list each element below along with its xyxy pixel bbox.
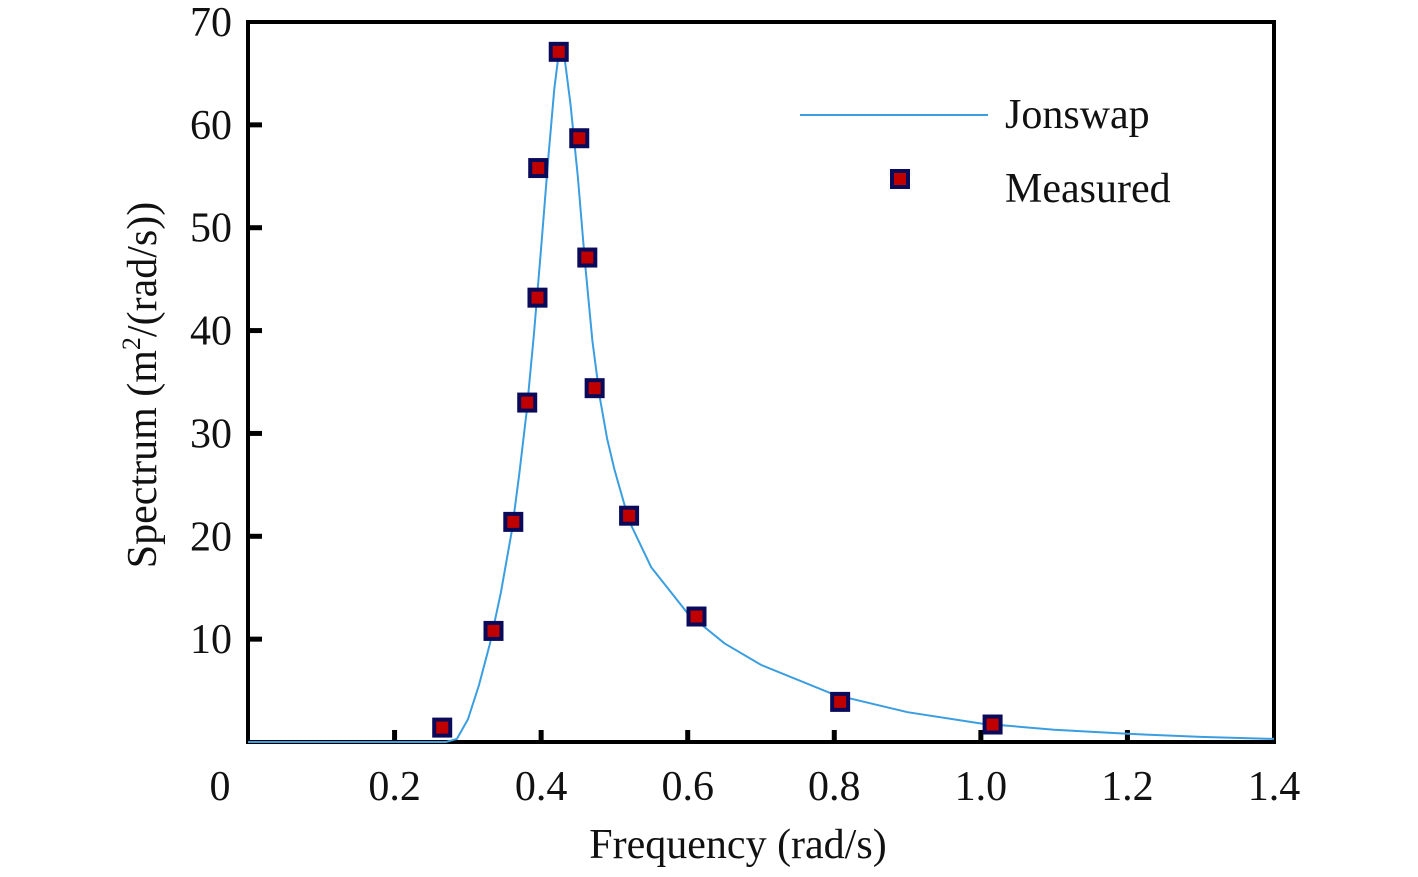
measured-point [483,620,504,641]
measured-point [584,378,605,399]
y-tick-label: 20 [190,514,232,560]
measured-point [527,287,548,308]
y-tick-label: 50 [190,206,232,252]
x-tick-label: 1.2 [1101,764,1154,810]
x-tick-label: 0.6 [661,764,714,810]
y-tick-label: 70 [190,0,232,46]
x-tick-label: 1.4 [1248,764,1301,810]
measured-point [569,128,590,149]
y-axis-label: Spectrum (m2/(rad/s)) [117,202,166,568]
measured-point [830,691,851,712]
measured-point [619,505,640,526]
y-tick-label: 30 [190,411,232,457]
measured-point [503,511,524,532]
measured-point [517,392,538,413]
x-tick-label: 0.8 [808,764,861,810]
measured-point [577,247,598,268]
measured-point [432,717,453,738]
y-tick-label: 10 [190,617,232,663]
measured-point [982,714,1003,735]
legend-label-jonswap: Jonswap [1005,92,1150,138]
measured-point [686,606,707,627]
x-tick-label: 1.0 [955,764,1008,810]
plot-frame [246,20,1276,744]
measured-point [548,41,569,62]
legend-marker-swatch [890,169,910,189]
x-tick-label: 0.2 [368,764,421,810]
y-tick-label: 40 [190,309,232,355]
x-tick-label: 0.4 [515,764,568,810]
legend: Jonswap Measured [800,92,1171,212]
legend-label-measured: Measured [1005,166,1171,212]
jonswap-line [248,44,1275,743]
x-tick-label: 0 [210,764,231,810]
x-axis-label: Frequency (rad/s) [589,822,886,868]
measured-point [528,158,549,179]
y-tick-label: 60 [190,103,232,149]
